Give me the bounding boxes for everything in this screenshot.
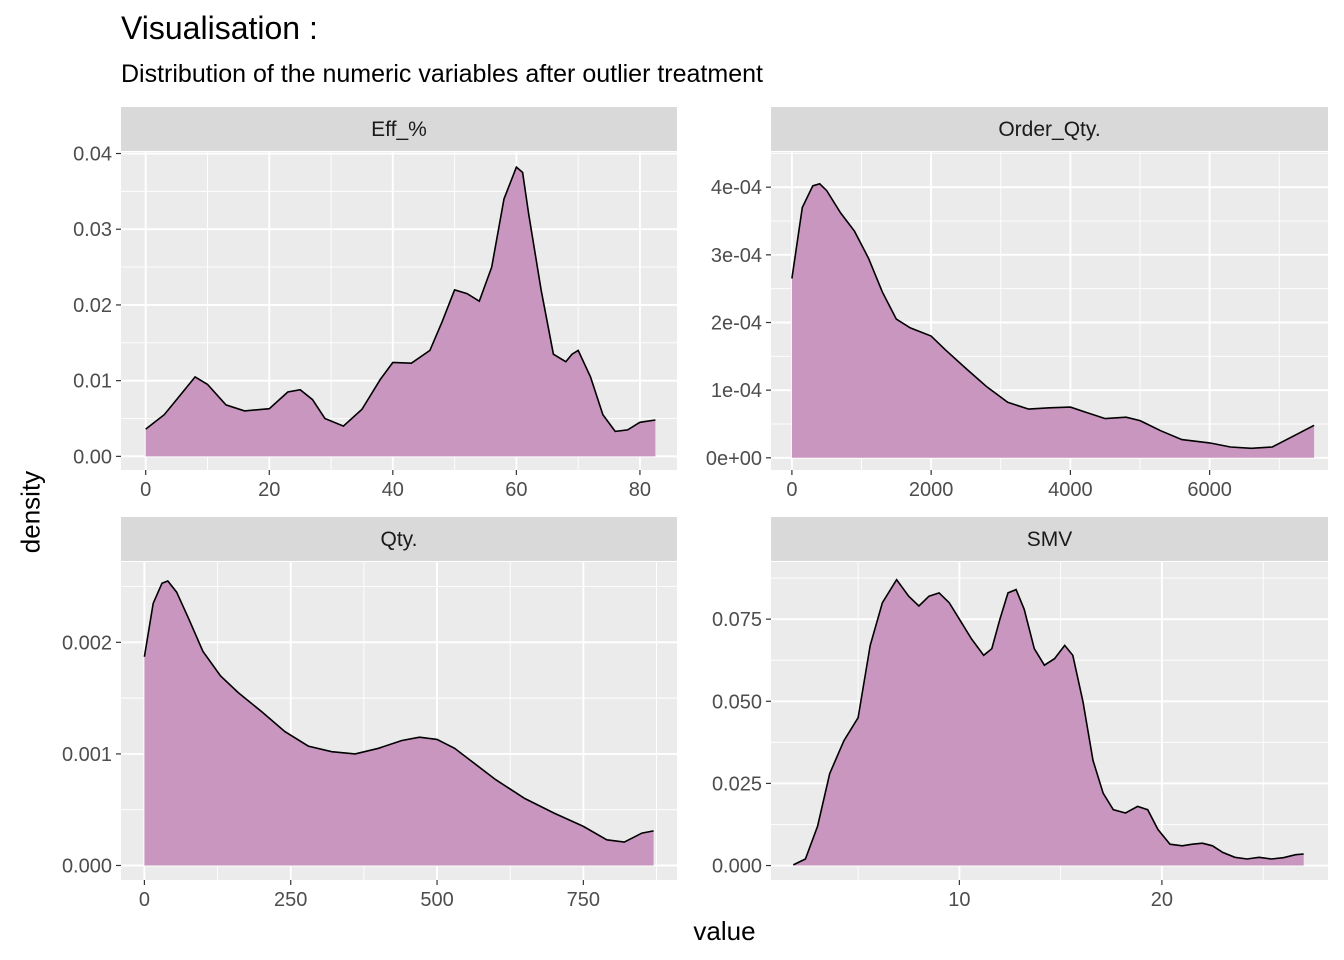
density-line (145, 165, 656, 433)
y-tick-label: 0.00 (73, 446, 112, 468)
facet-qty: Qty. 0.000 0.001 0.002 0 250 500 750 (62, 517, 677, 911)
y-tick-label: 0.075 (712, 609, 762, 631)
facet-strip-label: Qty. (381, 528, 418, 551)
y-tick-label: 2e-04 (711, 313, 762, 335)
density-area (791, 183, 1315, 458)
x-tick-label: 0 (140, 479, 151, 501)
x-axis-label: value (693, 916, 756, 946)
y-tick-label: 0.025 (712, 773, 762, 795)
y-tick-label: 0.02 (73, 295, 112, 317)
facet-smv: SMV 0.000 0.025 0.050 0.075 10 20 (712, 517, 1328, 911)
x-tick-label: 80 (629, 479, 651, 501)
density-line (792, 578, 1304, 866)
facet-strip (771, 517, 1328, 561)
density-line (143, 580, 654, 843)
facet-strip (771, 107, 1328, 151)
facet-strip (121, 517, 677, 561)
y-tick-label: 0e+00 (706, 448, 762, 470)
y-tick-label: 0.000 (62, 855, 112, 877)
chart-title: Visualisation : (121, 10, 318, 46)
x-tick-label: 750 (567, 889, 600, 911)
x-tick-label: 0 (786, 479, 797, 501)
y-tick-label: 0.01 (73, 371, 112, 393)
x-tick-label: 0 (139, 889, 150, 911)
y-tick-label: 4e-04 (711, 177, 762, 199)
y-tick-label: 0.03 (73, 219, 112, 241)
x-tick-label: 20 (258, 479, 280, 501)
y-tick-label: 0.04 (73, 144, 112, 166)
density-area (793, 579, 1304, 866)
y-tick-label: 0.000 (712, 856, 762, 878)
x-tick-label: 40 (382, 479, 404, 501)
facet-strip-label: Order_Qty. (998, 118, 1100, 141)
density-area (144, 581, 654, 866)
x-tick-label: 6000 (1187, 479, 1232, 501)
facet-strip (121, 107, 677, 151)
facet-strip-label: SMV (1027, 528, 1073, 551)
x-tick-label: 2000 (909, 479, 954, 501)
y-axis-label: density (15, 470, 46, 554)
facet-order-qty: Order_Qty. 0e+00 1e-04 2e-04 3e-04 4e-04 0 2000… (706, 107, 1328, 501)
y-tick-label: 0.001 (62, 744, 112, 766)
y-tick-label: 0.050 (712, 691, 762, 713)
x-tick-label: 10 (948, 889, 970, 911)
density-line (791, 182, 1315, 450)
facet-eff: Eff_% 0.00 0.01 0.02 0.03 0.04 0 20 40 60 80 (73, 107, 677, 501)
chart-subtitle: Distribution of the numeric variables af… (121, 60, 763, 88)
y-tick-label: 1e-04 (711, 380, 762, 402)
y-tick-label: 3e-04 (711, 245, 762, 267)
x-tick-label: 4000 (1048, 479, 1093, 501)
x-tick-label: 60 (505, 479, 527, 501)
x-tick-label: 20 (1151, 889, 1173, 911)
density-area (145, 167, 656, 457)
x-tick-label: 500 (420, 889, 453, 911)
y-tick-label: 0.002 (62, 632, 112, 654)
facet-strip-label: Eff_% (371, 118, 427, 141)
x-tick-label: 250 (274, 889, 307, 911)
